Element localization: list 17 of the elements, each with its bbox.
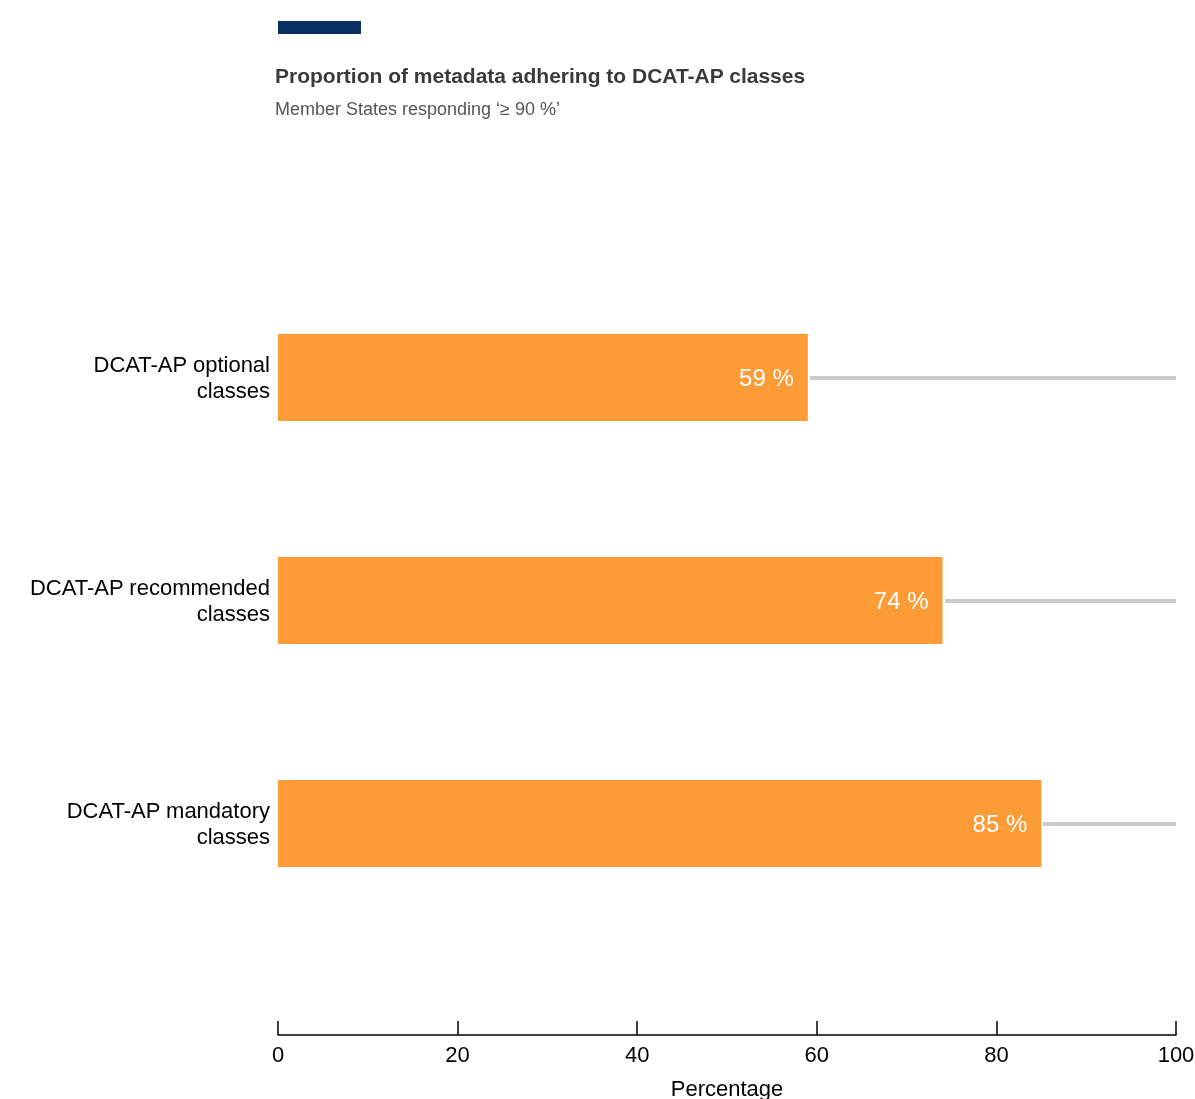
y-tick-label: DCAT-AP recommended classes xyxy=(29,575,270,626)
data-label: 85 % xyxy=(972,810,1028,837)
x-tick-label: 100 xyxy=(1157,1041,1195,1067)
data-label: 59 % xyxy=(739,364,794,391)
bar xyxy=(278,557,943,644)
x-tick-label: 20 xyxy=(445,1041,470,1067)
data-label: 74 % xyxy=(873,587,929,614)
y-tick-label: DCAT-AP optional classes xyxy=(93,352,270,403)
y-tick-label: DCAT-AP mandatory classes xyxy=(66,798,270,849)
x-tick-label: 80 xyxy=(984,1041,1009,1067)
chart-title: Proportion of metadata adhering to DCAT-AP classes xyxy=(275,64,806,87)
chart-subtitle: Member States responding ‘≥ 90 %’ xyxy=(275,99,561,119)
bar xyxy=(278,780,1042,867)
bar xyxy=(278,334,808,421)
x-tick-label: 60 xyxy=(804,1041,830,1067)
x-tick-label: 0 xyxy=(271,1041,285,1067)
x-tick-label: 40 xyxy=(624,1041,650,1067)
